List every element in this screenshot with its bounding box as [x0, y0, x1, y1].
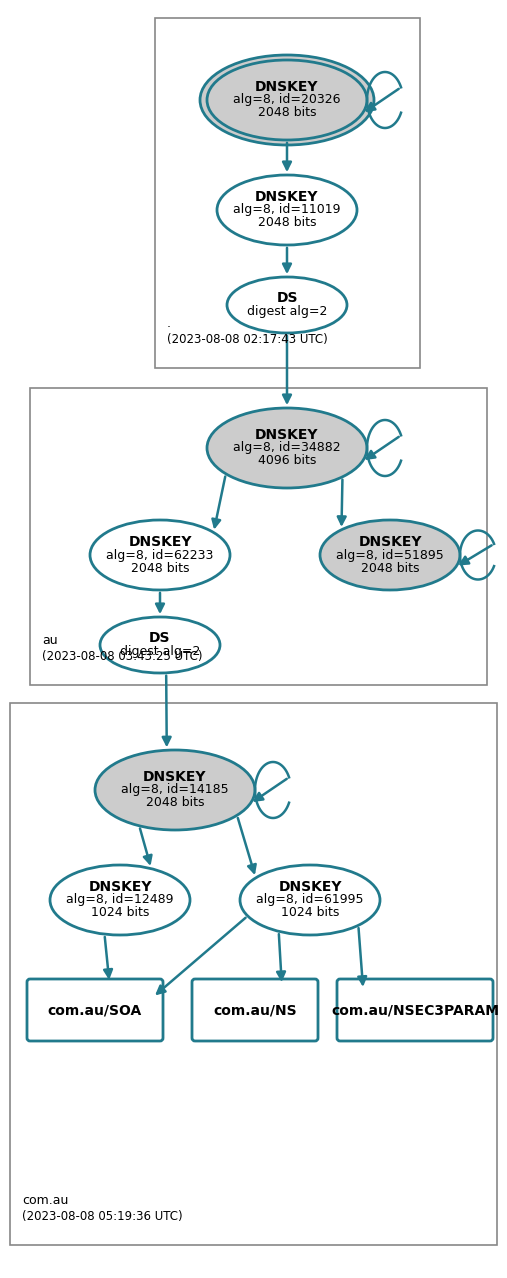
- Text: alg=8, id=62233: alg=8, id=62233: [106, 548, 213, 561]
- Text: DS: DS: [149, 631, 171, 645]
- Text: 2048 bits: 2048 bits: [258, 106, 316, 120]
- Text: alg=8, id=51895: alg=8, id=51895: [336, 548, 444, 561]
- Ellipse shape: [217, 175, 357, 245]
- Ellipse shape: [207, 408, 367, 488]
- Text: 2048 bits: 2048 bits: [146, 796, 204, 809]
- Text: digest alg=2: digest alg=2: [247, 305, 327, 318]
- Text: com.au/NS: com.au/NS: [213, 1003, 297, 1017]
- FancyBboxPatch shape: [192, 979, 318, 1042]
- Text: au: au: [42, 634, 58, 647]
- Text: alg=8, id=11019: alg=8, id=11019: [233, 203, 341, 216]
- Text: DS: DS: [276, 291, 298, 305]
- Text: (2023-08-08 05:19:36 UTC): (2023-08-08 05:19:36 UTC): [22, 1210, 183, 1223]
- Text: 4096 bits: 4096 bits: [258, 455, 316, 468]
- Text: 1024 bits: 1024 bits: [91, 906, 149, 919]
- Text: (2023-08-08 02:17:43 UTC): (2023-08-08 02:17:43 UTC): [167, 334, 328, 346]
- Text: 2048 bits: 2048 bits: [361, 561, 419, 575]
- Text: DNSKEY: DNSKEY: [255, 190, 319, 204]
- Text: DNSKEY: DNSKEY: [255, 81, 319, 95]
- Ellipse shape: [200, 55, 374, 144]
- Ellipse shape: [227, 277, 347, 334]
- Text: com.au: com.au: [22, 1194, 68, 1206]
- Text: alg=8, id=61995: alg=8, id=61995: [256, 893, 364, 906]
- Text: alg=8, id=20326: alg=8, id=20326: [233, 93, 341, 106]
- Text: alg=8, id=12489: alg=8, id=12489: [66, 893, 174, 906]
- Text: 2048 bits: 2048 bits: [131, 561, 189, 575]
- Ellipse shape: [50, 865, 190, 935]
- Ellipse shape: [240, 865, 380, 935]
- Text: alg=8, id=14185: alg=8, id=14185: [121, 783, 229, 796]
- Text: com.au/NSEC3PARAM: com.au/NSEC3PARAM: [331, 1003, 499, 1017]
- Text: 2048 bits: 2048 bits: [258, 216, 316, 230]
- Bar: [30, 389, 487, 685]
- Text: (2023-08-08 03:43:25 UTC): (2023-08-08 03:43:25 UTC): [42, 651, 202, 663]
- FancyBboxPatch shape: [27, 979, 163, 1042]
- FancyBboxPatch shape: [337, 979, 493, 1042]
- Ellipse shape: [90, 520, 230, 590]
- Text: DNSKEY: DNSKEY: [278, 881, 342, 895]
- Text: DNSKEY: DNSKEY: [255, 428, 319, 442]
- Text: digest alg=2: digest alg=2: [120, 645, 200, 658]
- Bar: [155, 18, 420, 368]
- Text: 1024 bits: 1024 bits: [281, 906, 339, 919]
- Bar: [10, 703, 497, 1245]
- Ellipse shape: [95, 750, 255, 829]
- Text: com.au/SOA: com.au/SOA: [48, 1003, 142, 1017]
- Ellipse shape: [320, 520, 460, 590]
- Ellipse shape: [100, 617, 220, 674]
- Text: alg=8, id=34882: alg=8, id=34882: [233, 441, 341, 455]
- Text: DNSKEY: DNSKEY: [358, 535, 422, 550]
- Text: .: .: [167, 317, 171, 330]
- Ellipse shape: [207, 60, 367, 141]
- Text: DNSKEY: DNSKEY: [143, 771, 207, 783]
- Text: DNSKEY: DNSKEY: [88, 881, 152, 895]
- Text: DNSKEY: DNSKEY: [128, 535, 192, 550]
